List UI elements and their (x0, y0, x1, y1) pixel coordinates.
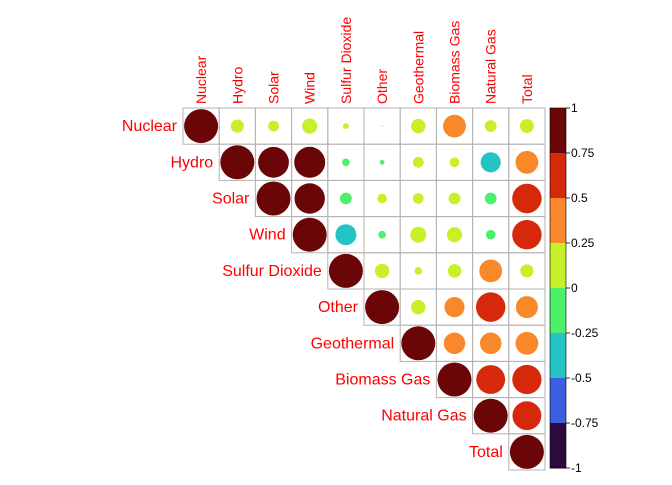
corr-circle-sulfur-dioxide-geothermal (414, 267, 423, 275)
corr-circle-hydro-geothermal (412, 156, 424, 168)
corr-circle-biomass-gas-natural-gas (476, 365, 506, 394)
corr-circle-sulfur-dioxide-biomass-gas (447, 264, 462, 278)
corr-circle-hydro-natural-gas (480, 152, 501, 173)
corr-circle-other-geothermal (411, 299, 426, 315)
corr-circle-solar-sulfur-dioxide (340, 192, 352, 205)
corr-circle-wind-biomass-gas (446, 227, 463, 243)
corr-circle-sulfur-dioxide-sulfur-dioxide (328, 253, 363, 288)
legend-swatch-7 (550, 378, 566, 424)
corr-circle-geothermal-geothermal (401, 326, 436, 361)
legend-tick-label-5: 0 (571, 281, 578, 295)
corr-circle-wind-sulfur-dioxide (335, 224, 357, 246)
legend-swatch-3 (550, 198, 566, 244)
corr-circle-hydro-wind (294, 146, 326, 178)
legend-tick-label-1: 1 (571, 101, 578, 115)
corr-circle-nuclear-hydro (230, 119, 244, 133)
column-label-nuclear: Nuclear (193, 55, 209, 104)
legend-swatch-6 (550, 333, 566, 379)
corr-circle-wind-other (378, 230, 386, 239)
corr-circle-natural-gas-total (512, 401, 542, 431)
corr-circle-biomass-gas-total (512, 364, 542, 395)
column-label-solar: Solar (266, 71, 282, 104)
corr-circle-solar-other (377, 193, 387, 204)
row-label-natural-gas: Natural Gas (381, 408, 466, 425)
corr-circle-total-total (509, 434, 544, 469)
corr-circle-solar-solar (256, 181, 291, 216)
corr-circle-hydro-solar (258, 146, 289, 178)
corr-circle-natural-gas-natural-gas (473, 398, 508, 433)
corr-circle-wind-natural-gas (485, 229, 496, 240)
legend-swatch-5 (550, 288, 566, 334)
row-label-geothermal: Geothermal (311, 335, 395, 352)
column-label-wind: Wind (302, 72, 318, 104)
corr-circle-sulfur-dioxide-other (374, 263, 390, 279)
column-label-total: Total (519, 74, 535, 104)
corr-circle-hydro-sulfur-dioxide (342, 158, 350, 167)
corr-circle-other-other (365, 290, 400, 325)
corr-circle-nuclear-geothermal (411, 118, 426, 134)
legend-tick-label-4: 0.25 (571, 236, 595, 250)
column-label-other: Other (374, 69, 390, 104)
row-label-hydro: Hydro (171, 154, 214, 171)
legend-tick-label-7: -0.5 (571, 371, 592, 385)
legend-swatch-2 (550, 153, 566, 199)
row-label-total: Total (469, 444, 503, 461)
legend-tick-label-3: 0.5 (571, 191, 588, 205)
corr-circle-solar-wind (294, 183, 325, 214)
corr-circle-sulfur-dioxide-natural-gas (479, 259, 503, 283)
row-label-wind: Wind (249, 227, 285, 244)
row-label-nuclear: Nuclear (122, 118, 178, 135)
row-label-biomass-gas: Biomass Gas (335, 372, 430, 389)
row-label-solar: Solar (212, 191, 250, 208)
corr-circle-nuclear-nuclear (184, 109, 219, 144)
corr-circle-solar-biomass-gas (448, 192, 461, 205)
legend-swatch-4 (550, 243, 566, 289)
corr-circle-nuclear-biomass-gas (443, 114, 466, 138)
corr-circle-geothermal-total (515, 331, 539, 355)
legend-tick-label-9: -1 (571, 461, 582, 475)
corr-circle-hydro-biomass-gas (449, 157, 460, 168)
corr-circle-wind-total (512, 219, 542, 250)
corr-circle-solar-geothermal (412, 193, 424, 204)
corr-circle-nuclear-sulfur-dioxide (342, 123, 349, 130)
corr-circle-nuclear-other (381, 125, 383, 127)
column-label-sulfur-dioxide: Sulfur Dioxide (338, 17, 354, 104)
legend-swatch-1 (550, 108, 566, 154)
legend-tick-label-6: -0.25 (571, 326, 599, 340)
corr-circle-solar-total (512, 183, 542, 214)
corr-circle-nuclear-wind (302, 118, 318, 134)
legend-tick-label-2: 0.75 (571, 146, 595, 160)
column-label-hydro: Hydro (229, 66, 245, 104)
corr-circle-biomass-gas-biomass-gas (437, 362, 472, 397)
corr-circle-wind-wind (292, 217, 327, 252)
legend-tick-label-8: -0.75 (571, 416, 599, 430)
column-label-natural-gas: Natural Gas (483, 29, 499, 104)
column-label-geothermal: Geothermal (410, 31, 426, 104)
corr-circle-geothermal-biomass-gas (443, 332, 466, 355)
row-label-sulfur-dioxide: Sulfur Dioxide (222, 263, 322, 280)
corr-circle-hydro-total (515, 150, 539, 174)
corr-circle-nuclear-natural-gas (484, 120, 497, 132)
corr-circle-hydro-hydro (220, 145, 255, 180)
corr-circle-solar-natural-gas (484, 192, 497, 205)
grid-cell-total-total (508, 433, 546, 471)
corr-circle-hydro-other (379, 159, 385, 165)
corr-circle-other-natural-gas (475, 292, 506, 322)
corr-circle-other-total (515, 296, 538, 319)
corr-circle-sulfur-dioxide-total (520, 264, 534, 278)
row-label-other: Other (318, 299, 359, 316)
column-label-biomass-gas: Biomass Gas (447, 21, 463, 104)
corr-circle-other-biomass-gas (444, 297, 465, 318)
corr-circle-nuclear-total (519, 119, 534, 134)
corr-circle-wind-geothermal (410, 226, 427, 243)
corr-circle-geothermal-natural-gas (479, 332, 502, 355)
corr-circle-nuclear-solar (268, 120, 279, 132)
legend-swatch-8 (550, 423, 566, 469)
